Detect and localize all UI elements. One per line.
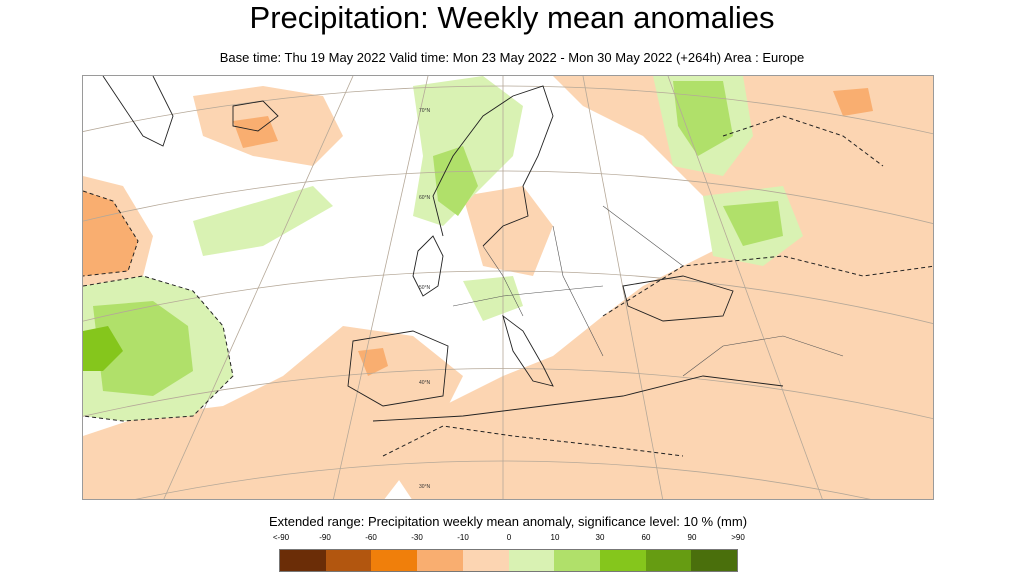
coastline-iberia	[347, 330, 449, 407]
significance-contour	[602, 255, 933, 317]
coastline-britain	[412, 235, 444, 297]
wet-area-alps	[463, 276, 523, 321]
dry-area-east	[383, 76, 933, 499]
legend-tick: 0	[506, 533, 512, 542]
legend-swatch	[462, 550, 509, 571]
legend-swatch	[417, 550, 463, 571]
graticule	[83, 76, 933, 499]
strong-wet-atlantic	[83, 326, 123, 371]
legend-tick: -60	[365, 533, 377, 542]
coastlines	[102, 76, 784, 422]
legend-swatch	[645, 550, 692, 571]
lat-label: 40°N	[419, 380, 431, 386]
moderate-wet-russia	[673, 81, 733, 156]
lat-label: 60°N	[419, 195, 431, 201]
legend-colorbar	[279, 549, 738, 572]
border	[602, 205, 684, 267]
strong-dry-westatlantic	[83, 191, 138, 276]
legend-title: Extended range: Precipitation weekly mea…	[268, 514, 748, 529]
legend-swatch	[371, 550, 418, 571]
coastline-blacksea	[622, 275, 734, 322]
page-subtitle: Base time: Thu 19 May 2022 Valid time: M…	[219, 50, 805, 65]
latitude-labels: 70°N 60°N 50°N 40°N 30°N	[419, 108, 431, 490]
dry-area-baltic	[463, 186, 553, 276]
lat-label: 50°N	[419, 285, 431, 291]
border	[452, 285, 604, 307]
moderate-wet-norway	[433, 146, 478, 216]
coastline-scandinavia	[432, 85, 554, 247]
parallel	[83, 170, 933, 224]
legend-swatch	[554, 550, 600, 571]
meridian	[582, 76, 664, 499]
significance-contour	[382, 425, 684, 457]
parallel	[83, 270, 933, 324]
significance-contour	[83, 190, 139, 277]
meridian	[163, 76, 354, 499]
legend-tick: <-90	[272, 533, 290, 542]
significance-contour	[722, 115, 884, 167]
lat-label: 30°N	[419, 484, 431, 490]
legend-tick: 60	[641, 533, 651, 542]
strong-dry-northeast	[833, 88, 873, 116]
page-title: Precipitation: Weekly mean anomalies	[249, 0, 775, 35]
legend-tick: >90	[731, 533, 745, 542]
meridian	[667, 76, 823, 499]
legend-ticks: <-90 -90 -60 -30 -10 0 10 30 60 90 >90	[268, 533, 748, 545]
moderate-wet-areas	[93, 81, 783, 396]
parallel	[83, 368, 933, 420]
legend-swatch	[325, 550, 372, 571]
significance-contours	[83, 115, 933, 457]
border	[552, 225, 604, 357]
moderate-wet-ukraine	[723, 201, 783, 246]
border	[682, 335, 844, 377]
europe-anomaly-map[interactable]: 70°N 60°N 50°N 40°N 30°N	[82, 75, 934, 500]
moderate-wet-atlantic	[93, 301, 193, 396]
legend-tick: 30	[595, 533, 605, 542]
parallel	[83, 85, 933, 135]
legend-tick: -90	[319, 533, 331, 542]
legend-tick: 90	[687, 533, 697, 542]
parallel	[135, 460, 871, 499]
coastline-italy	[502, 314, 554, 387]
borders	[452, 205, 844, 377]
coastline-greenland	[102, 76, 174, 147]
coastline-mediterranean	[372, 375, 784, 422]
border	[482, 245, 524, 317]
meridian	[333, 76, 429, 499]
legend-tick: -30	[411, 533, 423, 542]
legend-swatch	[691, 550, 738, 571]
wet-area-midatlantic	[193, 186, 333, 256]
significance-contour	[83, 275, 234, 422]
legend-tick: -10	[457, 533, 469, 542]
legend-swatch	[280, 550, 326, 571]
legend-swatch	[508, 550, 555, 571]
strong-wet-areas	[83, 326, 123, 371]
legend-swatch	[599, 550, 646, 571]
lat-label: 70°N	[419, 108, 431, 114]
coastline-iceland	[232, 100, 279, 132]
legend-tick: 10	[550, 533, 560, 542]
